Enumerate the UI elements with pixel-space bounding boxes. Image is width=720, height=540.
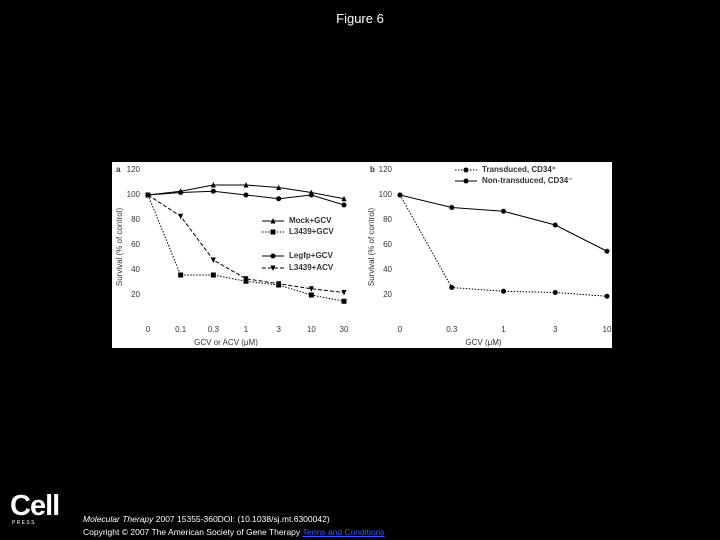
y-tick-label: 80: [383, 215, 392, 224]
legend-label: L3439+GCV: [289, 227, 334, 236]
marker: [341, 195, 347, 202]
x-tick-label: 30: [340, 325, 349, 334]
slide-title: Figure 6: [336, 11, 384, 26]
citation: 2007 15355-360DOI: (10.1038/sj.mt.630004…: [153, 514, 330, 524]
marker: [463, 178, 469, 184]
marker: [308, 292, 314, 298]
y-tick-label: 100: [379, 190, 393, 199]
marker: [308, 192, 314, 198]
citation-line: Molecular Therapy 2007 15355-360DOI: (10…: [83, 514, 330, 524]
x-tick-label: 10: [307, 325, 316, 334]
marker: [270, 218, 276, 224]
x-tick-label: 1: [501, 325, 506, 334]
x-tick-label: 3: [553, 325, 558, 334]
y-axis-label: Survival (% of control): [367, 208, 376, 287]
x-tick-label: 1: [244, 325, 249, 334]
y-tick-label: 120: [127, 165, 141, 174]
marker: [463, 167, 469, 173]
marker: [178, 272, 184, 278]
marker: [341, 298, 347, 304]
marker: [210, 182, 216, 188]
x-tick-label: 0: [146, 325, 151, 334]
legend-label: Non-transduced, CD34⁻: [482, 176, 572, 185]
marker: [276, 184, 282, 190]
marker: [243, 276, 249, 282]
logo: Cell: [10, 490, 60, 522]
x-tick-label: 0.3: [208, 325, 220, 334]
x-tick-label: 0: [398, 325, 403, 334]
copyright-line: Copyright © 2007 The American Society of…: [83, 527, 385, 537]
marker: [552, 222, 558, 228]
y-tick-label: 20: [131, 290, 140, 299]
marker: [210, 257, 216, 263]
figure-background: [112, 162, 612, 348]
marker: [449, 285, 455, 290]
marker: [397, 192, 403, 198]
panel-label: b: [370, 165, 375, 174]
copyright: Copyright © 2007 The American Society of…: [83, 527, 301, 537]
marker: [243, 192, 249, 198]
y-axis-label: Survival (% of control): [115, 208, 124, 287]
logo-sub: P R E S S: [12, 520, 35, 526]
marker: [341, 290, 347, 296]
y-tick-label: 120: [379, 165, 393, 174]
y-tick-label: 80: [131, 215, 140, 224]
y-tick-label: 20: [383, 290, 392, 299]
marker: [276, 196, 282, 202]
marker: [145, 192, 151, 198]
x-axis-label: GCV or ACV (μM): [194, 338, 258, 347]
x-tick-label: 3: [276, 325, 281, 334]
marker: [210, 272, 216, 278]
marker: [210, 188, 216, 194]
y-tick-label: 40: [131, 265, 140, 274]
marker: [501, 288, 506, 294]
marker: [552, 290, 558, 295]
y-tick-label: 100: [127, 190, 141, 199]
y-tick-label: 60: [383, 240, 392, 249]
marker: [243, 182, 249, 188]
panel-label: a: [116, 165, 121, 174]
x-tick-label: 0.1: [175, 325, 187, 334]
marker: [308, 286, 314, 292]
x-tick-label: 10: [603, 325, 612, 334]
marker: [276, 281, 282, 287]
marker: [501, 208, 506, 214]
marker: [449, 205, 455, 210]
journal: Molecular Therapy: [83, 514, 154, 524]
terms-link[interactable]: Terms and Conditions: [302, 527, 385, 537]
marker: [604, 248, 610, 254]
marker: [178, 213, 184, 220]
marker: [178, 190, 184, 195]
y-tick-label: 40: [383, 265, 392, 274]
marker: [270, 229, 276, 235]
marker: [604, 293, 610, 299]
marker: [341, 202, 347, 208]
marker: [270, 265, 276, 271]
y-tick-label: 60: [131, 240, 140, 249]
legend-label: Transduced, CD34⁺: [482, 165, 556, 174]
legend-label: Legfp+GCV: [289, 251, 333, 260]
legend-label: L3439+ACV: [289, 263, 334, 272]
marker: [270, 253, 276, 259]
x-tick-label: 0.3: [446, 325, 458, 334]
legend-label: Mock+GCV: [289, 216, 332, 225]
x-axis-label: GCV (μM): [465, 338, 501, 347]
